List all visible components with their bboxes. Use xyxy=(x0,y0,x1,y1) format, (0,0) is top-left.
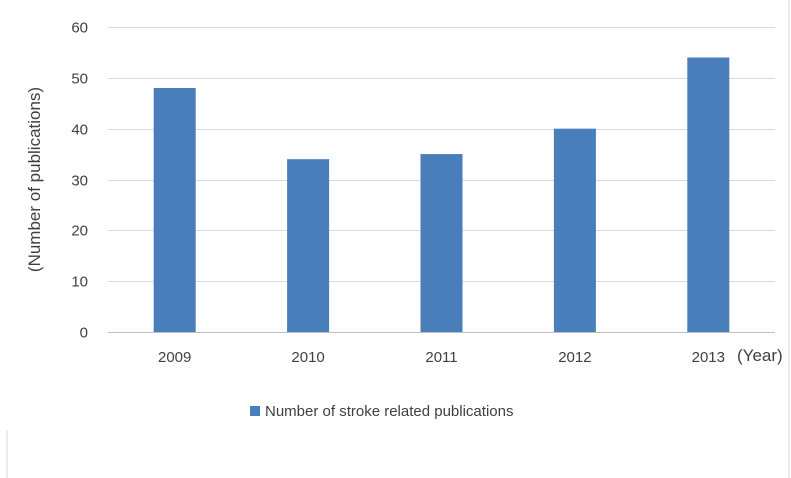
legend-swatch xyxy=(250,406,260,416)
y-axis-title: (Number of publications) xyxy=(25,87,44,272)
x-tick-label: 2013 xyxy=(692,349,725,366)
legend-label: Number of stroke related publications xyxy=(265,403,513,420)
x-axis-title: (Year) xyxy=(737,346,783,365)
bar-2013 xyxy=(687,57,730,332)
y-tick-label: 0 xyxy=(80,325,88,342)
x-tick-label: 2009 xyxy=(158,349,191,366)
y-tick-label: 50 xyxy=(71,71,88,88)
bars xyxy=(153,57,730,332)
legend: Number of stroke related publications xyxy=(250,403,513,420)
bar-2009 xyxy=(153,88,196,332)
bar-2011 xyxy=(420,154,463,332)
y-tick-label: 20 xyxy=(71,223,88,240)
x-tick-labels: 2009 2010 2011 2012 2013 xyxy=(158,349,725,366)
frame-layer xyxy=(6,0,790,478)
y-tick-labels: 0 10 20 30 40 50 60 xyxy=(71,20,88,342)
y-tick-label: 60 xyxy=(71,20,88,37)
bar-2012 xyxy=(553,128,596,332)
y-tick-label: 10 xyxy=(71,274,88,291)
x-tick-label: 2011 xyxy=(425,349,457,366)
bar-2010 xyxy=(287,159,330,332)
y-tick-label: 40 xyxy=(71,122,88,139)
x-tick-label: 2012 xyxy=(558,349,591,366)
x-tick-label: 2010 xyxy=(291,349,324,366)
y-tick-label: 30 xyxy=(71,173,88,190)
